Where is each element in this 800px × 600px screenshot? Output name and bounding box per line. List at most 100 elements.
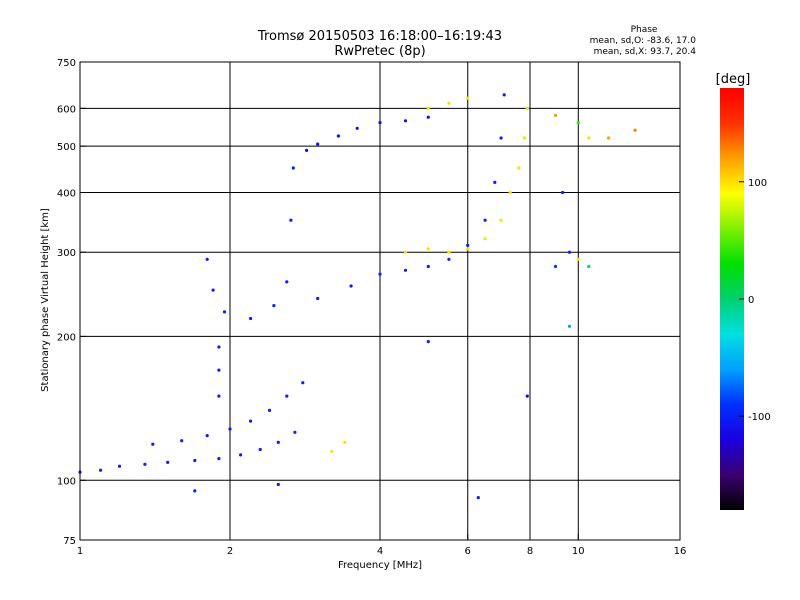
data-point (228, 427, 232, 431)
data-point (249, 316, 253, 321)
data-point (426, 247, 430, 251)
x-tick-label: 16 (674, 546, 687, 557)
data-point (426, 340, 430, 344)
data-point (355, 126, 359, 130)
grid (80, 62, 680, 540)
data-point (193, 458, 197, 463)
data-point (336, 134, 340, 138)
data-point (606, 136, 611, 140)
data-point (525, 394, 529, 398)
data-point (272, 304, 276, 308)
colorbar-tick-label: -100 (748, 412, 771, 423)
chart-title: Tromsø 20150503 16:18:00–16:19:43 (257, 29, 502, 44)
data-point (403, 268, 408, 272)
data-point (343, 440, 347, 444)
data-point (349, 284, 353, 288)
data-point (576, 257, 580, 261)
data-point (502, 93, 506, 97)
phase-stats: Phase mean, sd,O: -83.6, 17.0 mean, sd,X… (590, 25, 697, 57)
data-point (143, 462, 147, 466)
data-point (517, 166, 521, 170)
data-point (316, 142, 320, 146)
data-point (403, 250, 408, 254)
phase-stats-heading: Phase (631, 25, 658, 35)
data-point (291, 166, 295, 170)
colorbar: [deg] -100 0 100 (716, 72, 771, 510)
data-point (476, 496, 480, 500)
data-point (447, 101, 451, 105)
data-point (301, 381, 305, 385)
data-point (567, 324, 572, 328)
data-point (508, 190, 512, 195)
y-tick-label: 300 (57, 248, 76, 259)
data-point (285, 280, 289, 284)
data-point (403, 119, 408, 123)
y-tick-label: 600 (57, 104, 76, 115)
y-tick-label: 400 (57, 188, 76, 199)
data-point (466, 243, 470, 247)
data-point (499, 218, 503, 222)
x-axis-label: Frequency [MHz] (338, 560, 422, 571)
data-point (447, 250, 451, 254)
x-tick-label: 2 (227, 546, 233, 557)
data-point (499, 136, 503, 140)
data-point (378, 272, 382, 276)
y-axis-ticks: 75 100 200 300 400 500 600 750 (57, 58, 86, 547)
data-point (426, 264, 430, 269)
y-tick-label: 200 (57, 332, 76, 343)
data-point (493, 180, 497, 184)
data-point (289, 218, 293, 222)
data-points (78, 93, 637, 500)
data-point (239, 453, 243, 457)
data-point (587, 264, 591, 269)
data-point (276, 440, 280, 444)
data-point (561, 190, 565, 195)
x-tick-label: 4 (377, 546, 383, 557)
data-point (99, 468, 103, 472)
x-tick-label: 8 (527, 546, 533, 557)
data-point (553, 264, 558, 269)
data-point (217, 457, 221, 461)
y-tick-label: 750 (57, 58, 76, 69)
data-point (276, 482, 280, 487)
data-point (316, 296, 320, 301)
colorbar-tick-label: 0 (748, 295, 754, 306)
data-point (285, 394, 289, 398)
data-point (293, 430, 297, 434)
data-point (267, 408, 272, 412)
y-axis-label: Stationary phase Virtual Height [km] (40, 208, 51, 392)
data-point (483, 237, 487, 241)
data-point (258, 447, 262, 452)
x-tick-label: 1 (77, 546, 83, 557)
data-point (553, 113, 558, 117)
y-tick-label: 100 (57, 476, 76, 487)
data-point (151, 442, 155, 446)
data-point (211, 288, 215, 292)
data-point (378, 121, 382, 125)
data-point (249, 419, 253, 423)
data-point (426, 115, 430, 119)
data-point (217, 345, 221, 349)
x-axis-ticks: 1 2 4 6 8 10 16 (77, 534, 687, 557)
x-tick-label: 10 (572, 546, 585, 557)
y-tick-label: 500 (57, 142, 76, 153)
colorbar-tick-label: 100 (748, 178, 767, 189)
data-point (180, 439, 184, 443)
data-point (576, 121, 580, 125)
data-point (117, 464, 122, 468)
data-point (222, 310, 227, 314)
phase-stats-x-mode: mean, sd,X: 93.7, 20.4 (594, 47, 697, 57)
data-point (525, 106, 529, 110)
colorbar-label: [deg] (716, 72, 751, 87)
data-point (205, 434, 209, 438)
data-point (205, 257, 209, 261)
data-point (483, 218, 487, 222)
data-point (193, 489, 197, 493)
x-tick-label: 6 (465, 546, 471, 557)
data-point (567, 250, 572, 254)
chart-subtitle: RwPretec (8p) (334, 44, 425, 59)
data-point (466, 247, 470, 251)
data-point (330, 449, 334, 453)
data-point (587, 136, 591, 140)
